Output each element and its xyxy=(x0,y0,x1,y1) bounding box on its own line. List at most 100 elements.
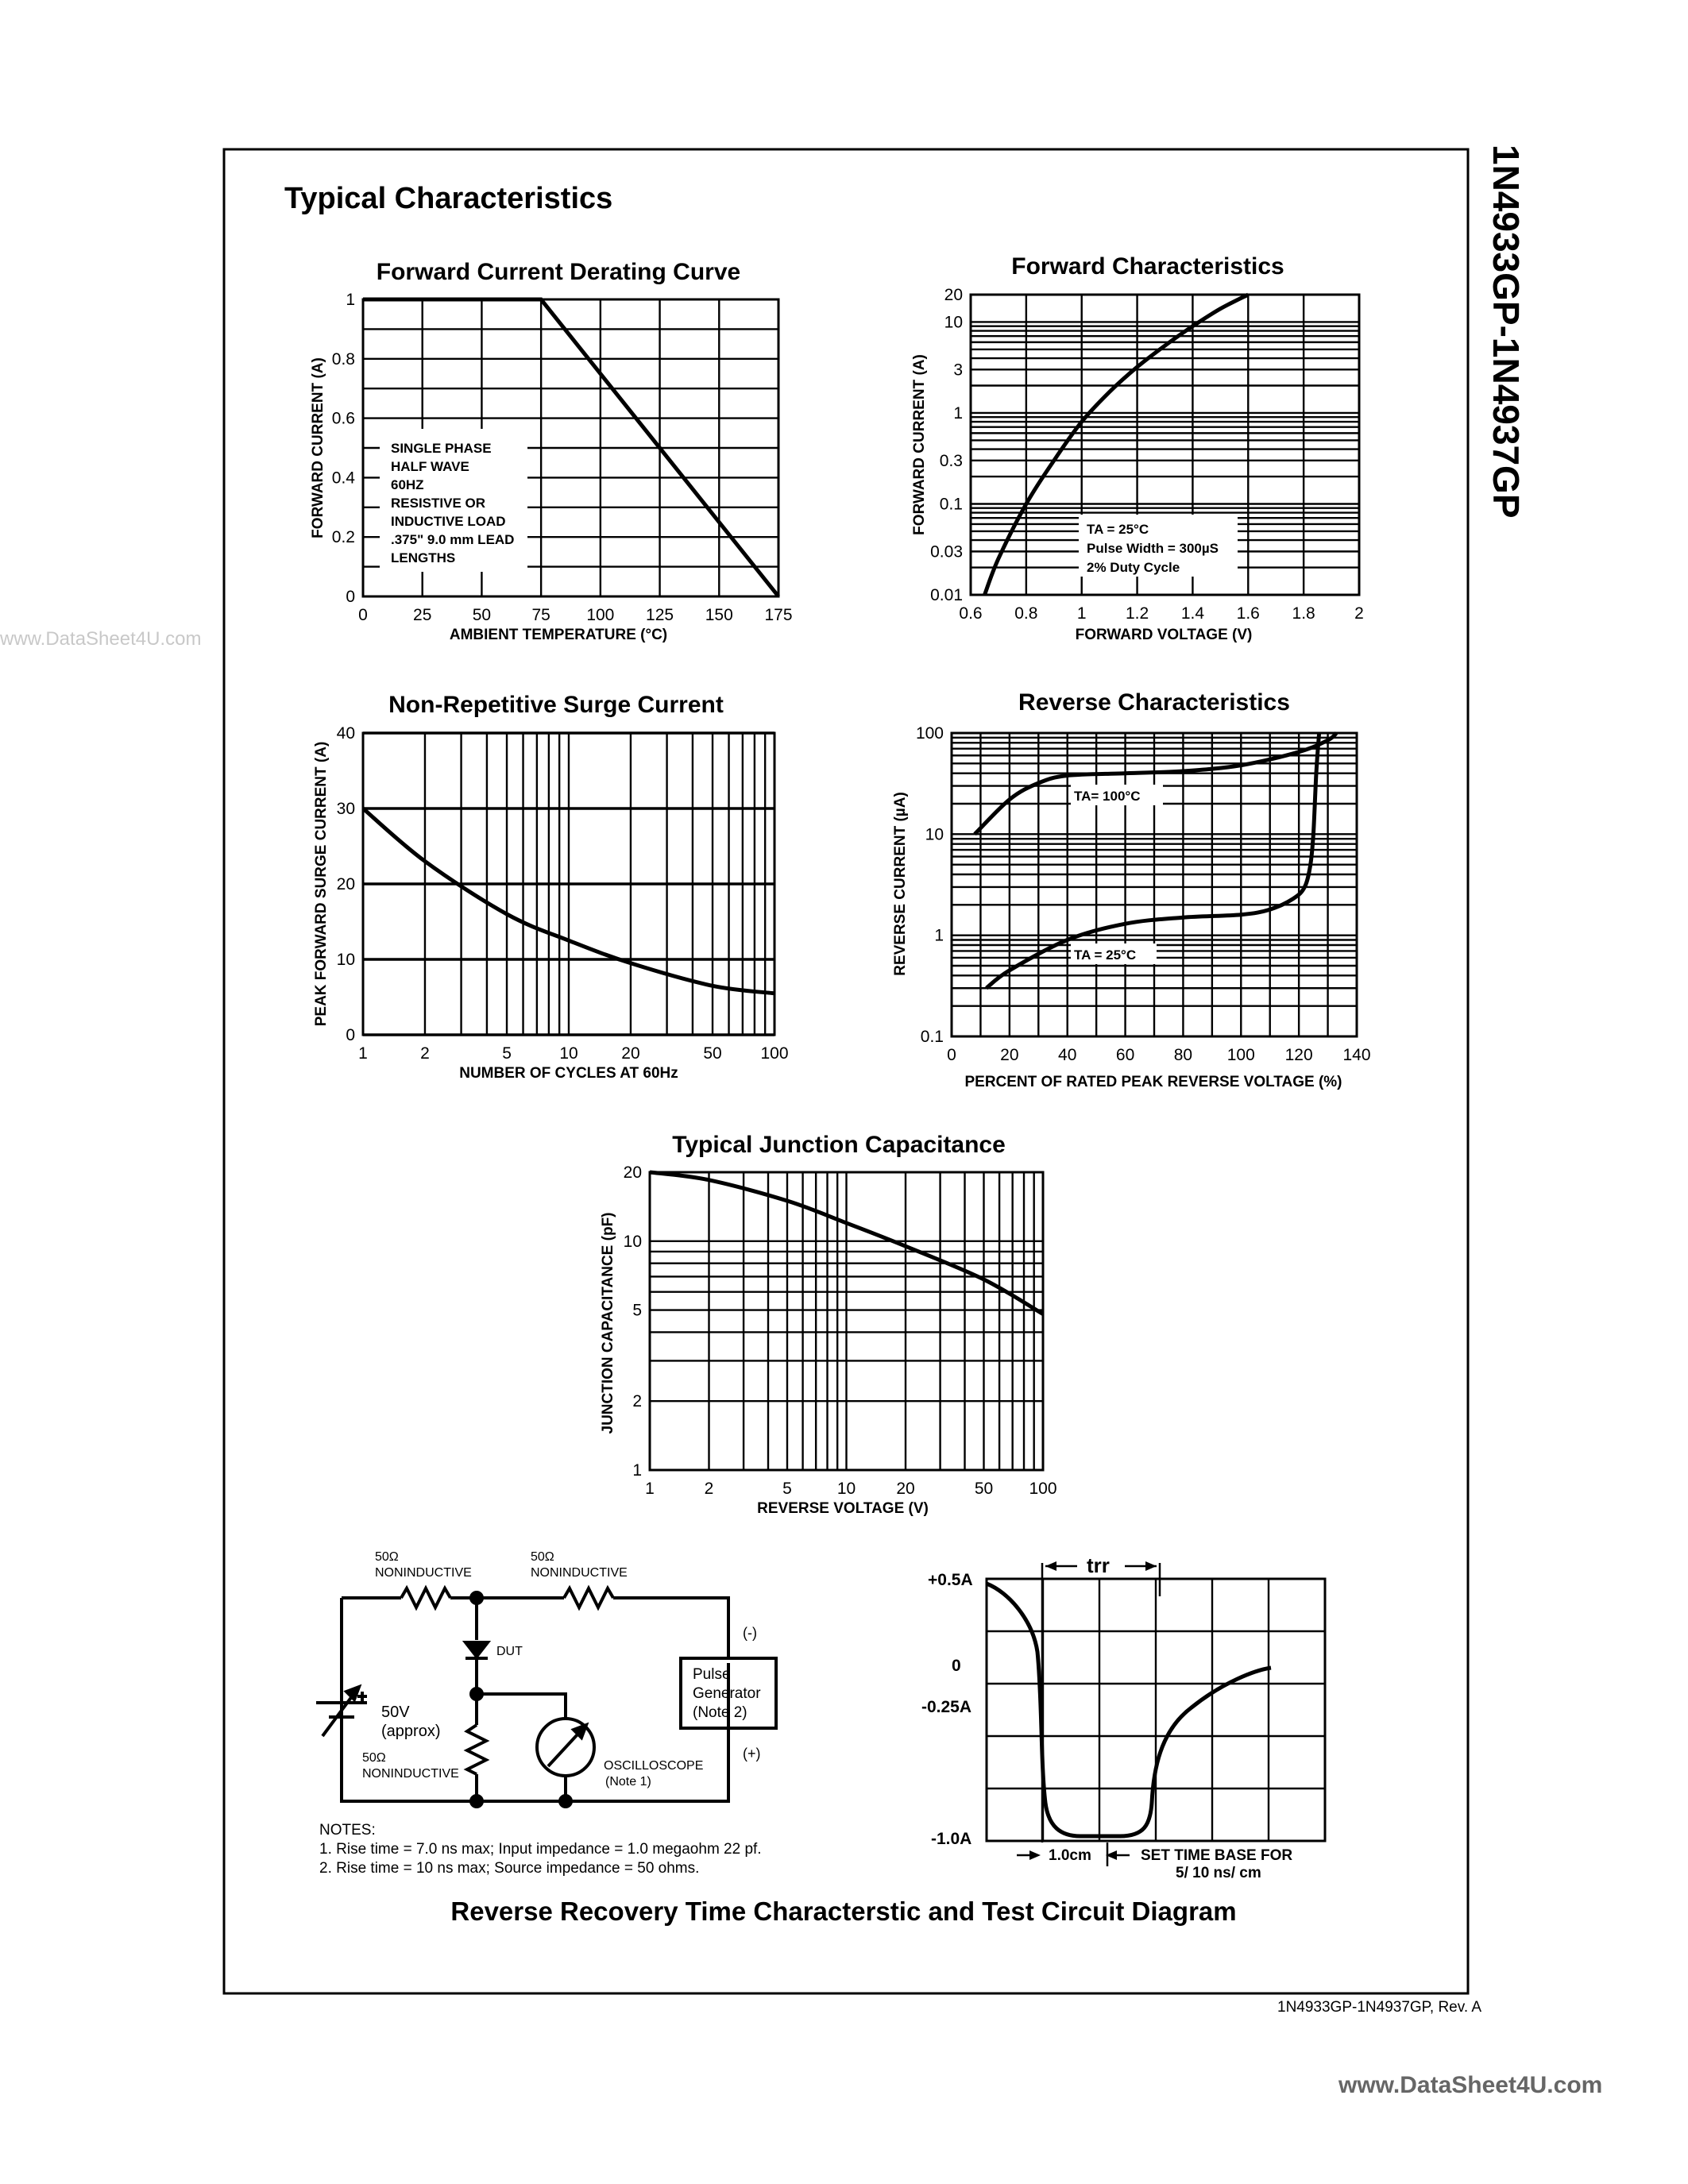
forward-y-tick-label: 0.3 xyxy=(940,452,963,470)
capacitance-x-tick-label: 2 xyxy=(705,1480,714,1498)
derating-x-axis-label: AMBIENT TEMPERATURE (°C) xyxy=(450,627,667,643)
reverse-x-tick-label: 100 xyxy=(1227,1046,1255,1064)
capacitance-y-tick-label: 1 xyxy=(632,1461,642,1480)
forward-x-tick-label: 1.4 xyxy=(1181,604,1205,623)
reverse-x-tick-label: 0 xyxy=(947,1046,956,1064)
reverse-series-line-1 xyxy=(985,732,1322,990)
chart-forward: Forward Characteristics FORWARD VOLTAGE (… xyxy=(911,253,1364,643)
derating-x-tick-label: 175 xyxy=(764,606,792,624)
capacitance-series-line-0 xyxy=(649,1170,1045,1316)
reverse-x-tick-label: 120 xyxy=(1285,1046,1313,1064)
capacitance-chart-title: Typical Junction Capacitance xyxy=(672,1132,1006,1158)
r2-type: NONINDUCTIVE xyxy=(531,1566,628,1580)
derating-note-1: SINGLE PHASE xyxy=(391,441,492,456)
capacitance-x-tick-label: 10 xyxy=(837,1480,856,1498)
forward-y-tick-label: 0.1 xyxy=(940,495,963,513)
reverse-x-tick-label: 60 xyxy=(1116,1046,1134,1064)
forward-y-tick-label: 0.01 xyxy=(930,586,963,604)
forward-x-axis-label: FORWARD VOLTAGE (V) xyxy=(1076,627,1253,643)
chart-surge: Non-Repetitive Surge Current NUMBER OF CY… xyxy=(313,692,789,1082)
forward-chart-title: Forward Characteristics xyxy=(1011,253,1284,280)
surge-x-tick-label: 2 xyxy=(420,1044,430,1063)
surge-y-tick-label: 30 xyxy=(337,800,355,818)
surge-y-tick-label: 40 xyxy=(337,724,355,743)
forward-series-line-0 xyxy=(983,292,1250,596)
reverse-series-labels: TA= 100°C TA = 25°C xyxy=(1071,785,1163,964)
forward-y-tick-label: 1 xyxy=(953,404,963,423)
reverse-y-tick-label: 100 xyxy=(916,724,944,743)
forward-x-tick-label: 1.6 xyxy=(1237,604,1260,623)
section-title: Typical Characteristics xyxy=(284,182,612,215)
capacitance-x-tick-label: 50 xyxy=(975,1480,993,1498)
vertical-part-number: 1N4933GP-1N4937GP xyxy=(1485,145,1527,519)
derating-x-tick-label: 150 xyxy=(705,606,733,624)
derating-x-tick-label: 100 xyxy=(586,606,614,624)
reverse-x-tick-label: 40 xyxy=(1058,1046,1076,1064)
wave-y-zero: 0 xyxy=(952,1657,961,1675)
wave-y-minus025: -0.25A xyxy=(921,1698,971,1716)
surge-series-line-0 xyxy=(361,807,775,996)
derating-x-tick-label: 75 xyxy=(531,606,550,624)
surge-y-tick-label: 10 xyxy=(337,951,355,969)
notes-heading: NOTES: xyxy=(319,1822,376,1839)
reverse-chart-title: Reverse Characteristics xyxy=(1018,689,1290,716)
derating-plot-frame xyxy=(361,298,780,598)
derating-y-tick-label: 0.6 xyxy=(332,410,355,428)
forward-note-1: TA = 25°C xyxy=(1087,522,1149,537)
waveform-grid xyxy=(987,1579,1325,1841)
forward-annotation: TA = 25°C Pulse Width = 300µS 2% Duty Cy… xyxy=(1079,515,1238,577)
derating-y-axis-label: FORWARD CURRENT (A) xyxy=(310,357,326,538)
capacitance-y-tick-label: 2 xyxy=(632,1392,642,1410)
capacitance-x-tick-label: 1 xyxy=(645,1480,655,1498)
derating-y-tick-label: 0.4 xyxy=(332,469,356,487)
chart-reverse: Reverse Characteristics PERCENT OF RATED … xyxy=(892,689,1371,1090)
polarity-minus: (-) xyxy=(743,1625,757,1641)
capacitance-y-tick-label: 10 xyxy=(624,1233,642,1251)
footer-revision: 1N4933GP-1N4937GP, Rev. A xyxy=(1277,1999,1481,2016)
forward-y-axis-label: FORWARD CURRENT (A) xyxy=(911,354,928,535)
chart-derating: Forward Current Derating Curve AMBIENT TE… xyxy=(310,259,793,643)
series-label-25c: TA = 25°C xyxy=(1074,947,1136,963)
page-frame xyxy=(222,148,1470,1995)
derating-y-tick-label: 0.2 xyxy=(332,528,355,546)
trr-label: trr xyxy=(1087,1553,1110,1577)
circuit-labels: 50Ω NONINDUCTIVE 50Ω NONINDUCTIVE DUT 50… xyxy=(319,1550,762,1877)
series-label-100c: TA= 100°C xyxy=(1074,789,1141,804)
forward-x-tick-label: 1.2 xyxy=(1126,604,1149,623)
pulse-gen-2: Generator xyxy=(693,1685,761,1702)
timebase-2: 5/ 10 ns/ cm xyxy=(1176,1865,1261,1881)
derating-note-5: INDUCTIVE LOAD xyxy=(391,514,506,529)
reverse-plot-frame xyxy=(950,731,1358,1038)
r3-type: NONINDUCTIVE xyxy=(362,1767,459,1781)
watermark-left: www.DataSheet4U.com xyxy=(0,628,201,650)
chart-capacitance: Typical Junction Capacitance REVERSE VOLT… xyxy=(600,1132,1057,1517)
forward-x-tick-label: 1 xyxy=(1077,604,1087,623)
surge-x-tick-label: 20 xyxy=(621,1044,639,1063)
r2-value: 50Ω xyxy=(531,1550,554,1564)
reverse-x-tick-label: 140 xyxy=(1342,1046,1370,1064)
section-caption: Reverse Recovery Time Characterstic and … xyxy=(450,1897,1236,1926)
time-division: 1.0cm xyxy=(1049,1847,1091,1864)
timebase-1: SET TIME BASE FOR xyxy=(1141,1847,1292,1864)
surge-y-axis-label: PEAK FORWARD SURGE CURRENT (A) xyxy=(313,742,330,1027)
capacitance-y-tick-label: 20 xyxy=(624,1163,642,1182)
forward-plot-frame xyxy=(969,293,1361,596)
derating-x-tick-label: 0 xyxy=(358,606,368,624)
forward-x-tick-label: 2 xyxy=(1354,604,1364,623)
r3-value: 50Ω xyxy=(362,1751,386,1765)
forward-y-tick-label: 0.03 xyxy=(930,542,963,561)
derating-x-tick-label: 125 xyxy=(646,606,674,624)
reverse-x-tick-label: 80 xyxy=(1174,1046,1192,1064)
surge-x-tick-label: 10 xyxy=(559,1044,577,1063)
surge-x-axis-label: NUMBER OF CYCLES AT 60Hz xyxy=(459,1065,678,1082)
waveform-panel: trr +0.5A 0 -0.25A -1.0A 1.0cm SET TIME … xyxy=(921,1553,1327,1881)
reverse-series-line-0 xyxy=(973,731,1338,836)
forward-note-3: 2% Duty Cycle xyxy=(1087,560,1180,575)
derating-x-tick-label: 25 xyxy=(413,606,431,624)
pulse-gen-1: Pulse xyxy=(693,1666,731,1683)
derating-y-tick-label: 0.8 xyxy=(332,350,355,369)
note-1: 1. Rise time = 7.0 ns max; Input impedan… xyxy=(319,1841,762,1858)
dut-label: DUT xyxy=(496,1645,523,1658)
surge-y-tick-label: 0 xyxy=(346,1026,355,1044)
